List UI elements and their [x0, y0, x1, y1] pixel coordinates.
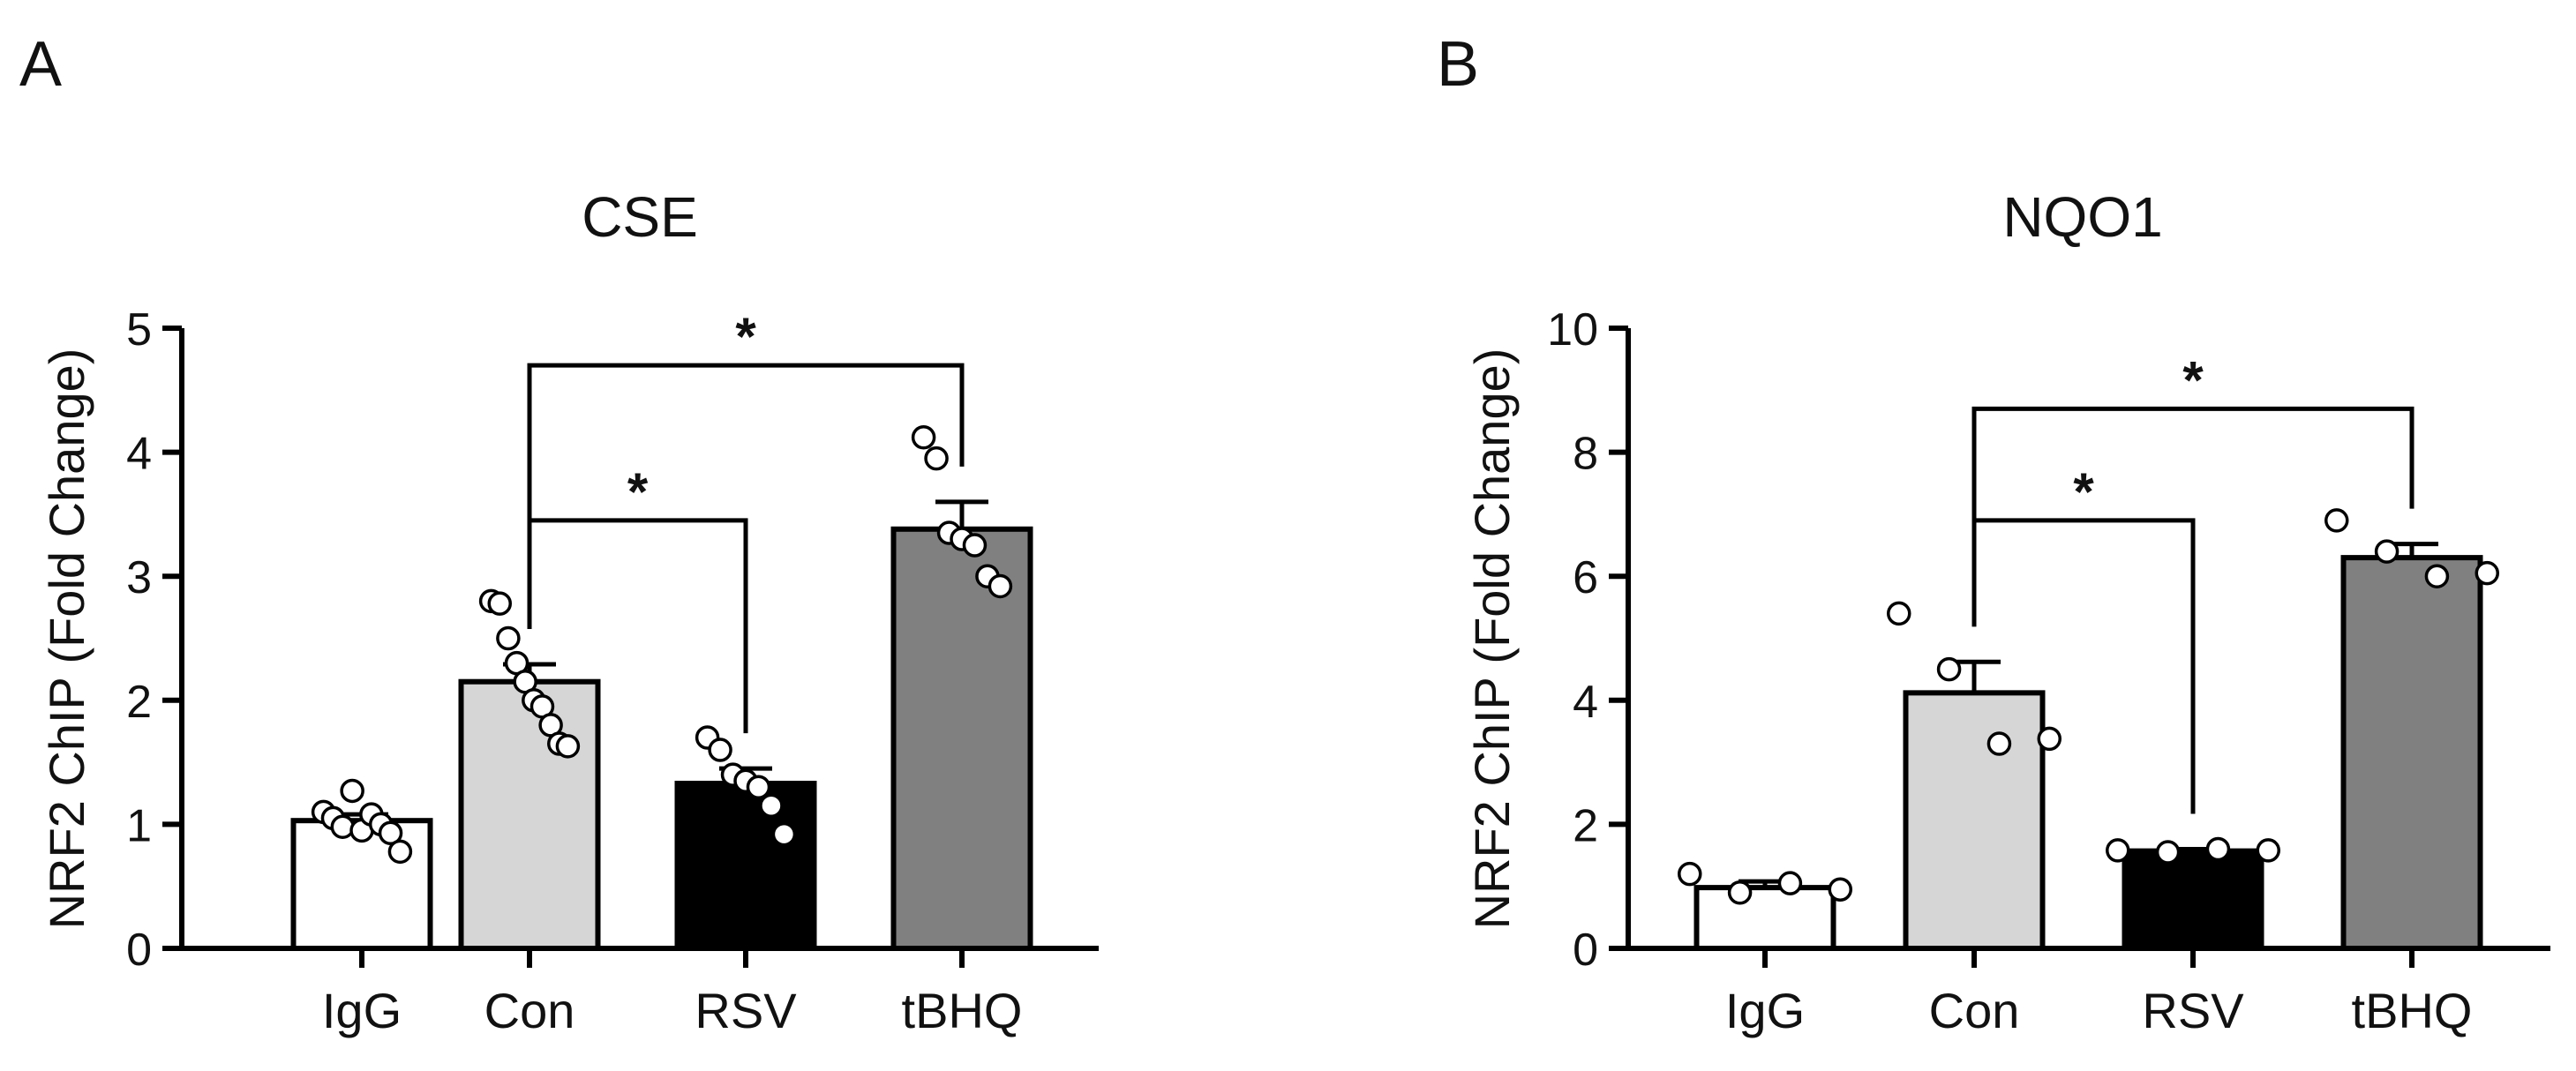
y-axis-label: NRF2 ChIP (Fold Change) [1464, 348, 1520, 930]
data-point [555, 734, 581, 759]
y-tick-label: 2 [1573, 800, 1598, 851]
bar-con [1903, 690, 2046, 951]
data-point [962, 533, 988, 558]
x-tick-label-rsv: RSV [695, 983, 797, 1038]
x-tick-label-rsv: RSV [2142, 983, 2244, 1038]
data-point [2106, 838, 2130, 863]
x-tick-label-igg: IgG [1725, 983, 1805, 1038]
x-tick-label-igg: IgG [322, 983, 402, 1038]
data-point [2155, 840, 2181, 865]
y-tick-label: 8 [1573, 429, 1598, 480]
y-tick-label: 0 [1573, 925, 1598, 976]
panel-letter-a: A [19, 29, 62, 100]
bar-tbhq [890, 526, 1033, 951]
y-tick-label: 0 [126, 925, 152, 976]
x-tick-label-con: Con [484, 983, 575, 1038]
y-tick-label: 2 [126, 677, 152, 728]
y-tick-label: 3 [126, 552, 152, 603]
data-point [378, 820, 403, 845]
data-point [496, 625, 521, 651]
data-point [1678, 861, 1702, 887]
x-tick-label-tbhq: tBHQ [902, 983, 1023, 1038]
y-tick-label: 4 [1573, 677, 1598, 728]
data-point [2037, 726, 2062, 752]
data-point [2205, 836, 2231, 862]
significance-star: * [2073, 462, 2094, 521]
significance-star: * [2182, 350, 2204, 409]
y-axis-label: NRF2 ChIP (Fold Change) [39, 348, 94, 930]
data-point [1936, 656, 1962, 682]
chart-cse: CSE NRF2 ChIP (Fold Change) 0 1 2 3 4 5 IgG Con RS… [39, 185, 1099, 1038]
data-point [924, 446, 949, 471]
significance-bracket [1971, 406, 2415, 627]
data-point [1777, 871, 1803, 895]
data-point [988, 573, 1013, 599]
chart-nqo1: NQO1 NRF2 ChIP (Fold Change) 0 2 4 6 8 10 IgG Con… [1464, 185, 2550, 1038]
bar-rsv [674, 781, 817, 952]
bar-con [458, 678, 601, 952]
data-point [340, 778, 364, 804]
data-point [387, 839, 413, 865]
y-tick-label: 4 [126, 429, 152, 480]
data-point [1828, 877, 1852, 902]
bar-rsv [2122, 848, 2264, 952]
bar-tbhq [2340, 555, 2483, 951]
data-point [771, 821, 797, 847]
data-point [759, 793, 784, 819]
panel-letter-b: B [1437, 29, 1479, 100]
data-point [2424, 564, 2450, 588]
data-point [330, 814, 356, 839]
data-point [911, 424, 936, 450]
data-point [2256, 838, 2280, 863]
data-point [2475, 560, 2499, 586]
chart-title: CSE [582, 185, 698, 249]
data-point [2374, 539, 2400, 564]
data-point [2324, 508, 2349, 533]
x-tick-label-tbhq: tBHQ [2352, 983, 2473, 1038]
x-tick-label-con: Con [1929, 983, 2020, 1038]
significance-bracket [527, 363, 965, 630]
significance-star: * [735, 307, 756, 366]
data-point [1887, 601, 1911, 626]
data-point [1727, 880, 1753, 905]
y-tick-label: 10 [1547, 304, 1598, 356]
data-point [746, 775, 771, 799]
data-point [708, 738, 732, 762]
data-point [1986, 731, 2012, 756]
significance-star: * [627, 462, 649, 521]
y-tick-label: 5 [126, 304, 152, 356]
y-tick-label: 6 [1573, 552, 1598, 603]
data-point [487, 591, 512, 616]
chart-title: NQO1 [2002, 185, 2162, 249]
y-tick-label: 1 [126, 800, 152, 851]
bar-igg [1694, 885, 1836, 952]
